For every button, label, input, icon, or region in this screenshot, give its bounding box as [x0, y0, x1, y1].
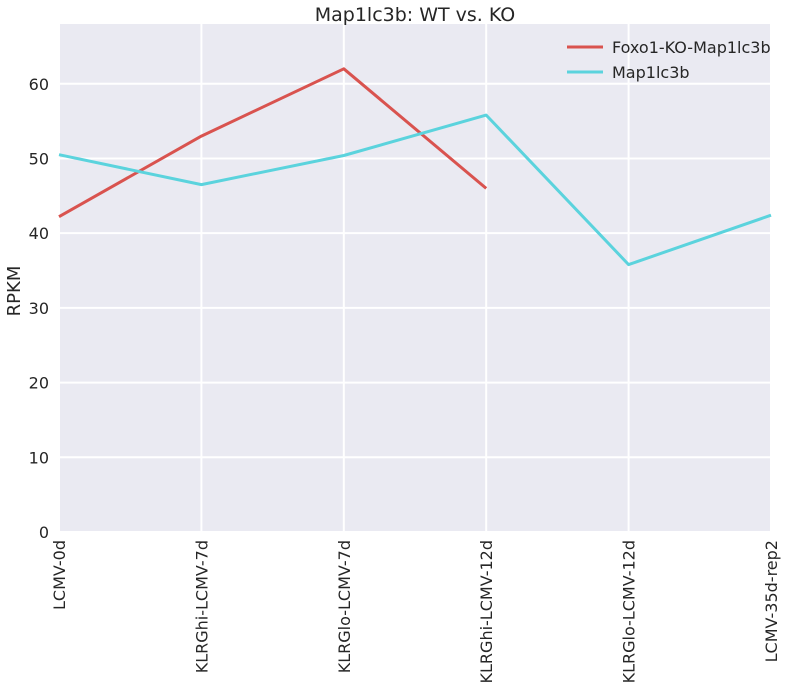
plot-background: [59, 24, 771, 532]
legend-label: Foxo1-KO-Map1lc3b: [612, 38, 771, 57]
chart-title: Map1lc3b: WT vs. KO: [315, 4, 516, 26]
x-tick-label: KLRGhi-LCMV-12d: [477, 540, 496, 683]
x-tick-label: LCMV-35d-rep2: [762, 540, 781, 662]
gridlines: [58, 24, 772, 533]
legend-label: Map1lc3b: [612, 63, 690, 82]
series-lines: [58, 67, 772, 267]
y-tick-label: 0: [39, 523, 49, 542]
y-tick-labels: 0 10 20 30 40 50 60: [29, 75, 49, 542]
legend: Foxo1-KO-Map1lc3b Map1lc3b: [567, 38, 771, 82]
y-tick-label: 50: [29, 149, 49, 168]
x-tick-label: KLRGlo-LCMV-12d: [620, 540, 639, 683]
y-axis-title: RPKM: [4, 266, 25, 317]
y-tick-label: 40: [29, 224, 49, 243]
y-tick-label: 20: [29, 374, 49, 393]
y-tick-label: 10: [29, 448, 49, 467]
x-tick-label: KLRGlo-LCMV-7d: [335, 540, 354, 673]
x-tick-labels: LCMV-0d KLRGhi-LCMV-7d KLRGlo-LCMV-7d KLRGh…: [50, 540, 781, 683]
series-line: [58, 113, 772, 267]
y-tick-label: 30: [29, 299, 49, 318]
x-tick-label: LCMV-0d: [50, 540, 69, 610]
y-tick-label: 60: [29, 75, 49, 94]
x-tick-label: KLRGhi-LCMV-7d: [192, 540, 211, 673]
series-line: [58, 67, 488, 219]
